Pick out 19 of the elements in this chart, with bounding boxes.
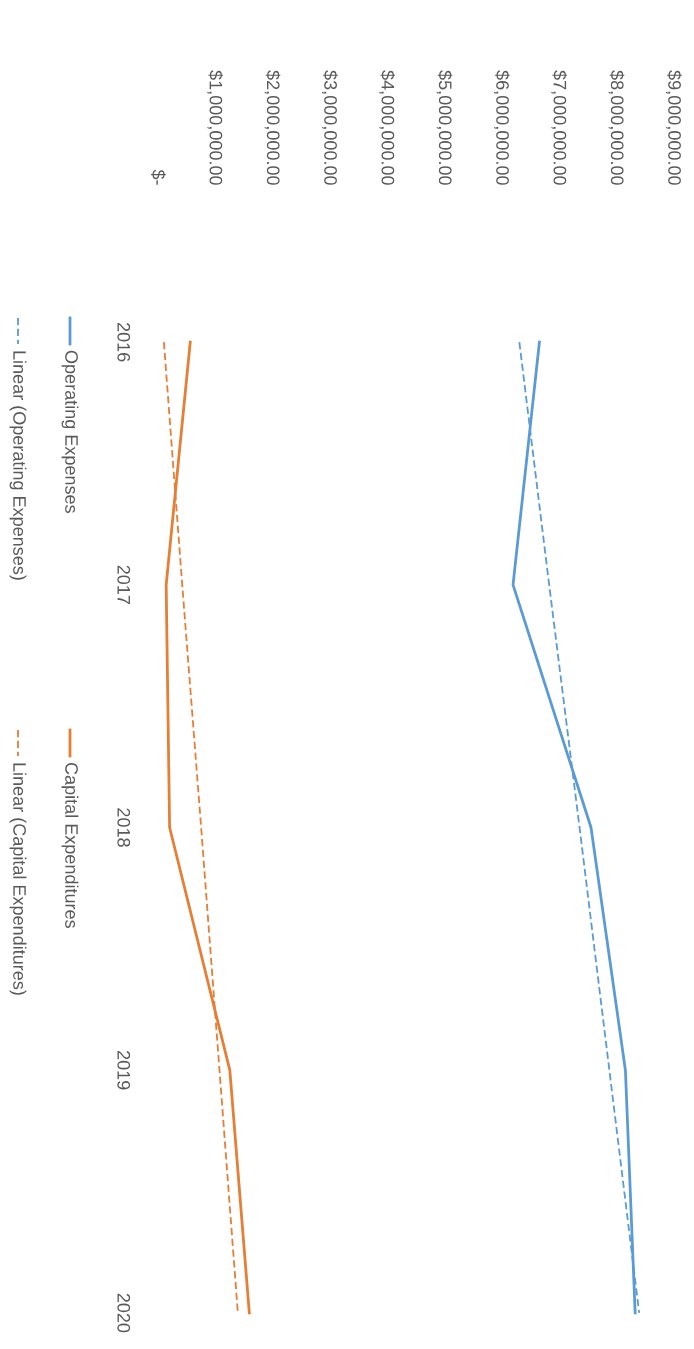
legend-label: Operating Expenses: [61, 350, 79, 513]
y-tick-label: 2016: [117, 322, 131, 362]
x-tick-label: $7,000,000.00: [551, 70, 568, 185]
x-tick-label: $1,000,000.00: [207, 70, 224, 185]
x-tick-label: $-: [151, 169, 166, 185]
y-tick-label: 2018: [117, 808, 131, 847]
x-tick-label: $4,000,000.00: [379, 70, 396, 185]
y-tick-label: 2020: [117, 1293, 131, 1333]
x-tick-label: $6,000,000.00: [494, 70, 510, 185]
x-tick-label: $2,000,000.00: [264, 70, 281, 185]
y-tick-label: 2017: [117, 565, 131, 604]
x-tick-label: $8,000,000.00: [608, 70, 625, 185]
legend-label: Linear (Operating Expenses): [9, 351, 27, 580]
legend-label: Linear (Capital Expenditures): [9, 763, 27, 995]
y-tick-label: 2019: [117, 1051, 131, 1090]
x-tick-label: $3,000,000.00: [322, 70, 338, 185]
legend-label: Capital Expenditures: [61, 762, 79, 928]
x-tick-label: $9,000,000.00: [666, 70, 682, 185]
x-tick-label: $5,000,000.00: [436, 70, 453, 185]
